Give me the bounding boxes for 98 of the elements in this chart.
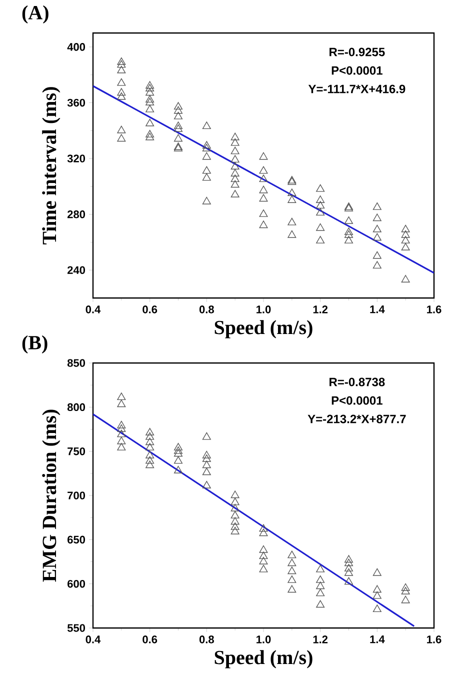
point <box>146 450 154 458</box>
point <box>230 498 240 506</box>
annotation: R=-0.9255 <box>330 48 385 56</box>
point <box>259 528 268 536</box>
point <box>174 449 182 457</box>
x-tick-label: 0.4 <box>86 306 101 314</box>
point <box>288 566 296 574</box>
y-tick-label: 700 <box>68 492 86 500</box>
x-tick-label: 1.4 <box>370 636 385 644</box>
point <box>259 524 268 532</box>
x-tick-label: 1.2 <box>313 636 328 644</box>
y-tick-label: 850 <box>67 359 86 367</box>
x-tick-label: 1.0 <box>256 306 271 314</box>
y-tick-label: 750 <box>68 447 86 456</box>
point <box>401 586 410 594</box>
point <box>174 466 182 474</box>
point <box>401 583 410 591</box>
point <box>316 600 325 608</box>
point <box>146 428 154 436</box>
y-tick-label: 320 <box>67 154 86 162</box>
point <box>288 575 296 583</box>
annotation: R=-0.8738 <box>330 378 385 386</box>
point <box>344 568 353 576</box>
point <box>146 438 154 446</box>
x-tick-label: 1.0 <box>256 636 271 644</box>
x-tick-label: 0.8 <box>199 636 214 644</box>
point <box>117 420 126 428</box>
point <box>401 596 410 604</box>
y-tick-label: 360 <box>67 98 86 107</box>
point <box>344 555 353 563</box>
point <box>288 558 296 566</box>
point <box>117 442 126 450</box>
point <box>202 450 211 458</box>
point <box>230 504 240 512</box>
point <box>146 460 154 468</box>
point <box>202 460 211 468</box>
point <box>146 432 154 440</box>
point <box>146 456 154 464</box>
y-tick-label: 240 <box>67 266 86 274</box>
point <box>372 585 382 593</box>
point <box>230 510 240 518</box>
point <box>230 522 240 530</box>
y-axis-title: EMG Duration (ms) <box>42 410 60 582</box>
point <box>372 568 382 576</box>
y-tick-label: 600 <box>68 580 86 588</box>
x-axis-title: Speed (m/s) <box>214 650 312 668</box>
x-tick-label: 1.6 <box>427 636 442 644</box>
annotation: P<0.0001 <box>332 66 382 75</box>
point <box>117 392 126 400</box>
point <box>344 558 353 566</box>
point <box>316 588 325 596</box>
point <box>117 424 126 432</box>
point <box>202 432 211 440</box>
point <box>344 577 353 585</box>
point <box>372 591 382 599</box>
point <box>174 442 182 450</box>
point <box>288 585 296 593</box>
point <box>202 468 211 476</box>
point <box>259 552 268 560</box>
x-tick-label: 0.6 <box>142 636 158 644</box>
point <box>259 564 268 572</box>
point <box>316 575 325 583</box>
y-tick-label: 800 <box>67 403 86 412</box>
y-tick-label: 550 <box>67 624 86 632</box>
y-tick-label: 280 <box>67 210 86 218</box>
annotation: Y=-213.2*X+877.7 <box>308 414 406 424</box>
point <box>117 436 126 444</box>
point <box>230 490 240 498</box>
point <box>117 400 126 408</box>
y-tick-label: 400 <box>67 43 86 51</box>
point <box>174 456 182 464</box>
point <box>174 446 182 454</box>
chart-title: (A) <box>22 5 48 24</box>
x-tick-label: 0.4 <box>86 636 101 644</box>
point <box>202 454 211 462</box>
x-tick-label: 1.6 <box>427 306 442 314</box>
x-tick-label: 1.4 <box>370 306 385 314</box>
point <box>259 556 268 564</box>
annotation: Y=-111.7*X+416.9 <box>308 84 406 94</box>
point <box>316 564 325 572</box>
point <box>117 430 126 438</box>
x-tick-label: 1.2 <box>313 306 328 314</box>
point <box>146 442 154 450</box>
point <box>316 582 325 590</box>
point <box>230 517 240 525</box>
point <box>202 480 211 488</box>
x-tick-label: 0.8 <box>199 306 214 314</box>
point <box>230 526 240 534</box>
x-tick-label: 0.6 <box>142 306 158 314</box>
annotation: P<0.0001 <box>332 396 382 405</box>
chart-title: (B) <box>22 335 48 354</box>
point <box>344 564 353 572</box>
point <box>259 545 268 553</box>
y-axis-title: Time interval (ms) <box>42 87 60 244</box>
point <box>372 604 382 612</box>
x-axis-title: Speed (m/s) <box>214 320 312 338</box>
point <box>288 550 296 558</box>
y-tick-label: 650 <box>68 536 86 544</box>
